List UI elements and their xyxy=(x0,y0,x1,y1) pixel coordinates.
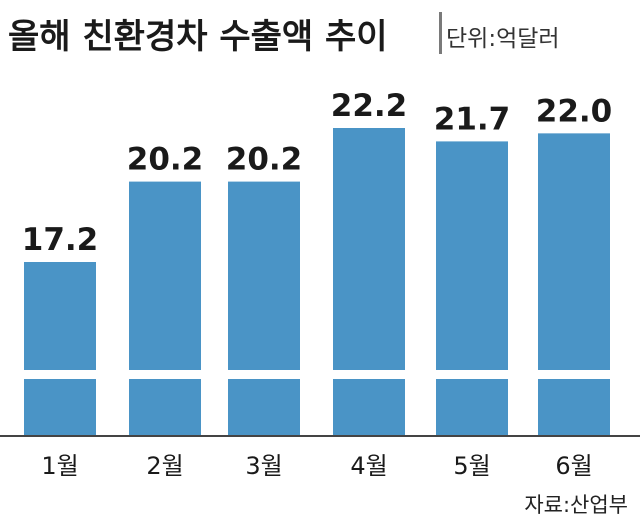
tick-label-1: 1월 xyxy=(41,452,78,480)
bar-3 xyxy=(228,181,300,436)
tick-label-4: 4월 xyxy=(350,452,387,480)
value-label-3: 20.2 xyxy=(226,142,303,178)
title-divider xyxy=(439,12,442,54)
tick-label-3: 3월 xyxy=(245,452,282,480)
value-label-1: 17.2 xyxy=(22,222,99,258)
tick-label-6: 6월 xyxy=(555,452,592,480)
tick-label-2: 2월 xyxy=(146,452,183,480)
axis-break-band xyxy=(0,370,640,379)
value-label-4: 22.2 xyxy=(331,88,408,124)
bar-2 xyxy=(129,181,201,436)
tick-label-5: 5월 xyxy=(453,452,490,480)
bar-6 xyxy=(538,133,610,437)
bars-group: 17.2 20.2 20.2 22.2 21.7 22.0 xyxy=(0,88,640,437)
chart-title: 올해 친환경차 수출액 추이 xyxy=(8,17,388,57)
bar-1 xyxy=(24,262,96,436)
source-label: 자료:산업부 xyxy=(524,493,628,517)
value-label-6: 22.0 xyxy=(536,93,613,129)
bar-4 xyxy=(333,128,405,436)
bar-5 xyxy=(436,141,508,436)
unit-label: 단위:억달러 xyxy=(446,26,560,52)
value-label-2: 20.2 xyxy=(127,142,204,178)
value-label-5: 21.7 xyxy=(434,101,511,137)
tick-labels: 1월 2월 3월 4월 5월 6월 xyxy=(41,452,592,480)
